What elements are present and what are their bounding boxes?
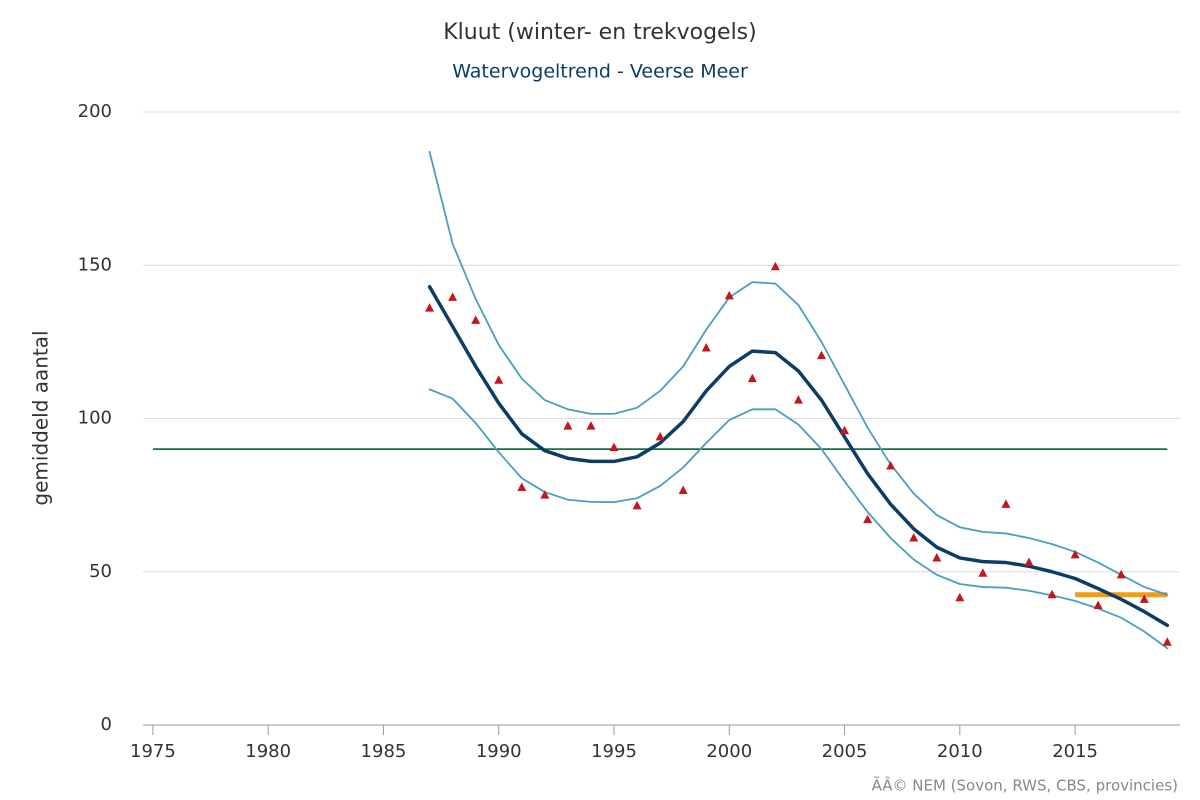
data-point [1116,569,1126,579]
x-tick-label: 1980 [245,741,291,762]
trend-line [427,284,1170,628]
data-point [609,442,619,452]
y-tick-label: 0 [101,714,112,735]
x-tick-label: 1985 [361,741,407,762]
data-point [770,261,780,271]
y-axis-label: gemiddeld aantal [29,330,53,505]
data-point [863,514,873,524]
data-point [816,350,826,360]
data-point [932,552,942,562]
y-tick-label: 200 [78,101,112,122]
data-point [563,421,573,430]
data-point [1070,549,1080,559]
data-point [586,421,596,430]
x-tick-label: 2000 [706,741,752,762]
data-point [540,490,550,499]
data-point [1139,594,1149,603]
trend-line [428,150,1169,596]
y-tick-label: 50 [89,561,112,582]
data-point [978,568,988,577]
data-point [793,395,803,404]
chart-title: Kluut (winter- en trekvogels) [443,20,756,45]
data-point [747,373,757,383]
y-tick-label: 100 [78,408,112,429]
data-point [1047,589,1057,599]
data-point [1093,600,1103,609]
data-point [1001,499,1011,508]
data-point [655,431,665,441]
data-point [886,461,896,470]
data-point [471,315,481,324]
x-tick-label: 1975 [130,741,176,762]
data-point [678,485,688,495]
x-tick-label: 2015 [1052,741,1098,762]
x-tick-label: 1990 [476,741,522,762]
data-point [494,375,504,384]
y-tick-label: 150 [78,254,112,275]
data-point [425,303,435,312]
data-point [955,592,965,602]
data-point [448,292,458,301]
data-point [840,425,850,435]
credit: ÃÂ© NEM (Sovon, RWS, CBS, provincies) [872,776,1178,795]
data-point [1024,557,1034,567]
data-point [517,482,527,491]
trend-line [428,388,1169,650]
data-point [632,500,642,510]
chart-subtitle: Watervogeltrend - Veerse Meer [452,61,748,83]
x-tick-label: 2010 [937,741,983,762]
data-point [724,290,734,300]
x-tick-label: 2005 [822,741,868,762]
x-tick-label: 1995 [591,741,637,762]
data-point [701,343,711,352]
data-point [909,533,919,542]
data-point [1162,637,1172,646]
